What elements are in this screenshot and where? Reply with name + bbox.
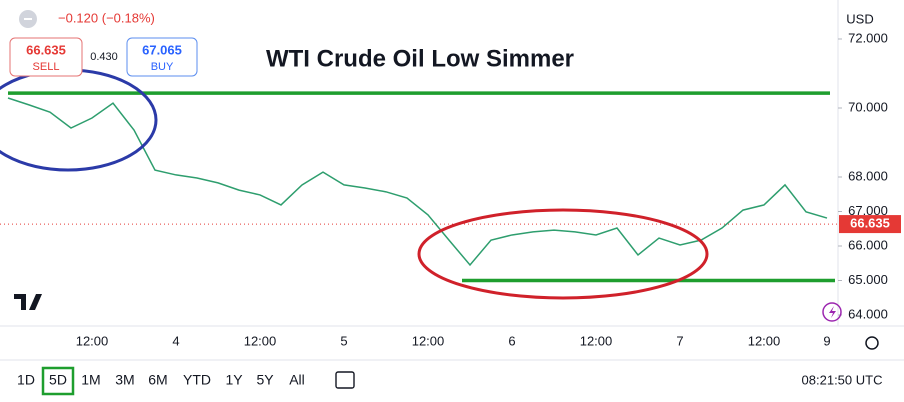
x-tick-label: 9 — [823, 333, 830, 348]
range-button[interactable]: 5Y — [256, 372, 274, 388]
sell-price: 66.635 — [26, 42, 66, 57]
x-tick-label: 12:00 — [412, 333, 445, 348]
y-tick-label: 65.000 — [848, 272, 888, 287]
y-tick-label: 70.000 — [848, 99, 888, 114]
plot: 64.000 65.000 66.000 67.000 68.000 70.000 72.0… — [0, 30, 901, 348]
price-line — [7, 97, 828, 267]
range-button[interactable]: 1Y — [225, 372, 243, 388]
range-selected — [41, 366, 75, 396]
red-ellipse — [417, 208, 709, 300]
alert-bolt — [829, 306, 836, 318]
y-tick-label: 67.000 — [848, 203, 888, 218]
alert-icon[interactable] — [822, 302, 842, 322]
last-price-box — [839, 215, 901, 234]
buy-label: BUY — [151, 61, 174, 73]
x-tick-label: 12:00 — [580, 333, 613, 348]
change: −0.120 (−0.18%) — [58, 10, 155, 25]
buy-button[interactable] — [126, 37, 198, 77]
range-button[interactable]: 1D — [17, 372, 35, 388]
x-tick-label: 6 — [508, 333, 515, 348]
chart-title: WTI Crude Oil Low Simmer — [266, 45, 574, 72]
logo — [14, 294, 42, 310]
y-tick-label: 72.000 — [848, 30, 888, 45]
x-tick-label: 4 — [172, 333, 179, 348]
clock: 08:21:50 UTC — [802, 372, 883, 387]
toolbar: 1D 5D 1M 3M 6M YTD 1Y 5Y All — [17, 366, 305, 396]
range-button[interactable]: YTD — [183, 372, 211, 388]
x-tick-label: 5 — [340, 333, 347, 348]
last-price-label: 66.635 — [850, 216, 890, 231]
range-button[interactable]: 5D — [49, 372, 67, 388]
currency[interactable]: USD — [846, 11, 873, 26]
settings-icon[interactable] — [865, 336, 879, 350]
y-tick-label: 64.000 — [848, 306, 888, 321]
range-button[interactable]: 1M — [81, 372, 100, 388]
calendar-icon[interactable] — [335, 371, 355, 389]
range-button[interactable]: 3M — [115, 372, 134, 388]
range-button[interactable]: All — [289, 372, 305, 388]
buy-price: 67.065 — [142, 42, 182, 57]
sell-label: SELL — [33, 61, 60, 73]
x-tick-label: 7 — [676, 333, 683, 348]
y-tick-label: 66.000 — [848, 237, 888, 252]
x-tick-label: 12:00 — [76, 333, 109, 348]
spread: 0.430 — [90, 51, 118, 63]
range-button[interactable]: 6M — [148, 372, 167, 388]
x-tick-label: 12:00 — [244, 333, 277, 348]
y-tick-label: 68.000 — [848, 168, 888, 183]
x-tick-label: 12:00 — [748, 333, 781, 348]
sell-button[interactable] — [9, 37, 83, 77]
